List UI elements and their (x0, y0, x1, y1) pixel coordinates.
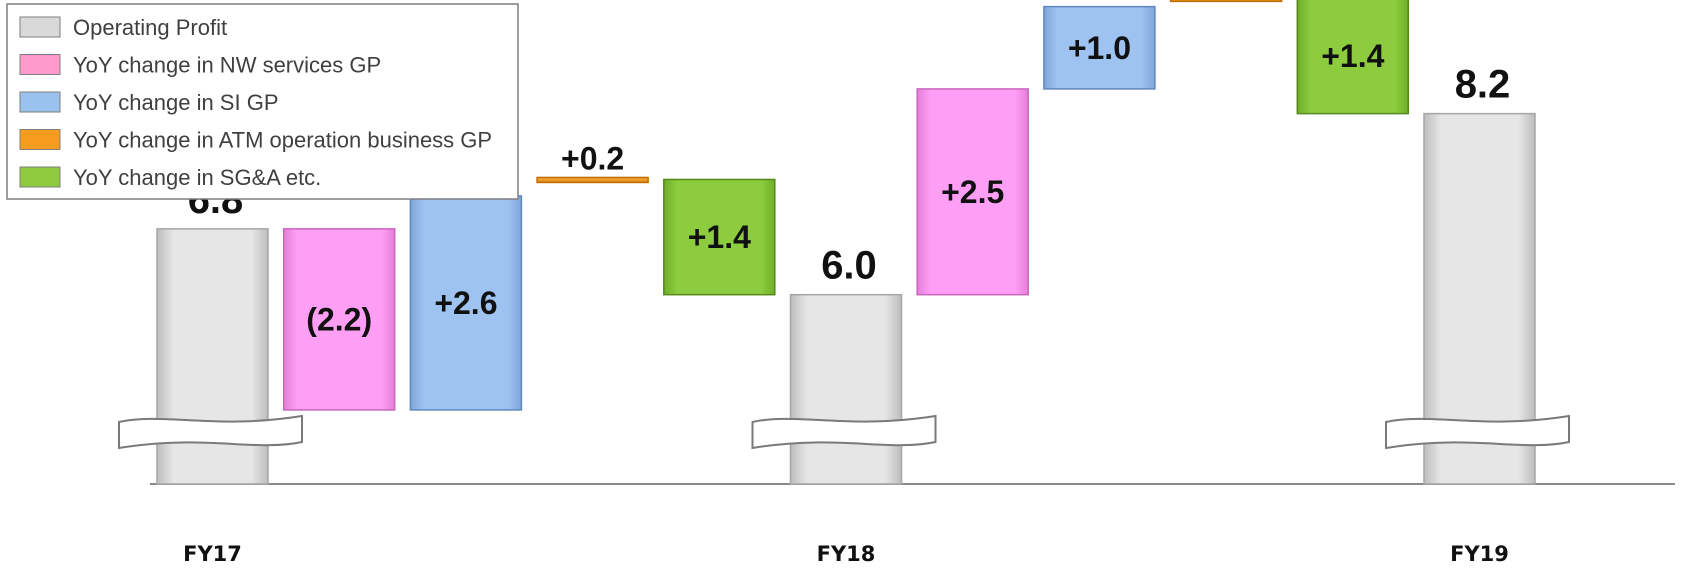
legend-label-yoy-change-in-sganda-etc: YoY change in SG&A etc. (73, 165, 321, 190)
value-label-4: +0.2 (561, 140, 624, 176)
yoy-change-in-si-gp-bar-8 (1043, 5, 1156, 90)
value-label-7: +2.5 (941, 174, 1004, 210)
operating-profit-bar-6 (789, 293, 903, 485)
axis-break-fy18 (751, 414, 937, 450)
axis-break-fy19 (1385, 414, 1570, 450)
value-label-3: +2.6 (434, 285, 497, 321)
legend-label-yoy-change-in-si-gp: YoY change in SI GP (73, 90, 279, 115)
value-label-2: (2.2) (306, 301, 372, 337)
legend-swatch-yoy-change-in-atm-operation-business-gp (19, 129, 61, 150)
legend-swatch-yoy-change-in-sganda-etc (19, 166, 61, 188)
legend-box (6, 3, 519, 200)
yoy-change-in-nw-services-gp-bar-2 (282, 228, 396, 411)
value-label-11: 8.2 (1455, 63, 1511, 107)
category-labels-layer: FY17 FY18 FY19 (183, 542, 1509, 566)
yoy-change-in-atm-operation-business-gp-bar-9 (1169, 0, 1283, 3)
axis-breaks-layer (118, 414, 1570, 450)
category-label-fy18: FY18 (817, 542, 876, 566)
value-labels-layer: 6.8(2.2)+2.6+0.2+1.46.0+2.5+1.0+0.1+1.48… (188, 30, 1511, 338)
bars-layer (156, 0, 1536, 485)
yoy-change-in-sganda-etc-bar-5 (663, 178, 776, 296)
value-label-6: 6.0 (821, 244, 877, 288)
value-label-8: +1.0 (1068, 30, 1131, 66)
yoy-change-in-nw-services-gp-bar-7 (916, 88, 1029, 296)
axis-break-fy17 (118, 414, 303, 450)
legend-swatch-yoy-change-in-nw-services-gp (19, 54, 61, 75)
legend: Operating Profit YoY change in NW service… (6, 3, 519, 200)
value-label-5: +1.4 (688, 219, 751, 255)
category-label-fy17: FY17 (183, 542, 242, 566)
category-label-fy19: FY19 (1450, 542, 1509, 566)
legend-label-yoy-change-in-nw-services-gp: YoY change in NW services GP (73, 53, 381, 78)
yoy-change-in-atm-operation-business-gp-bar-4 (536, 176, 649, 184)
legend-label-operating-profit: Operating Profit (73, 15, 227, 40)
legend-label-yoy-change-in-atm-operation-business-gp: YoY change in ATM operation business GP (73, 128, 492, 153)
legend-swatch-operating-profit (19, 16, 61, 38)
legend-swatch-yoy-change-in-si-gp (19, 91, 61, 113)
value-label-10: +1.4 (1321, 38, 1384, 74)
yoy-change-in-sganda-etc-bar-10 (1296, 0, 1410, 115)
